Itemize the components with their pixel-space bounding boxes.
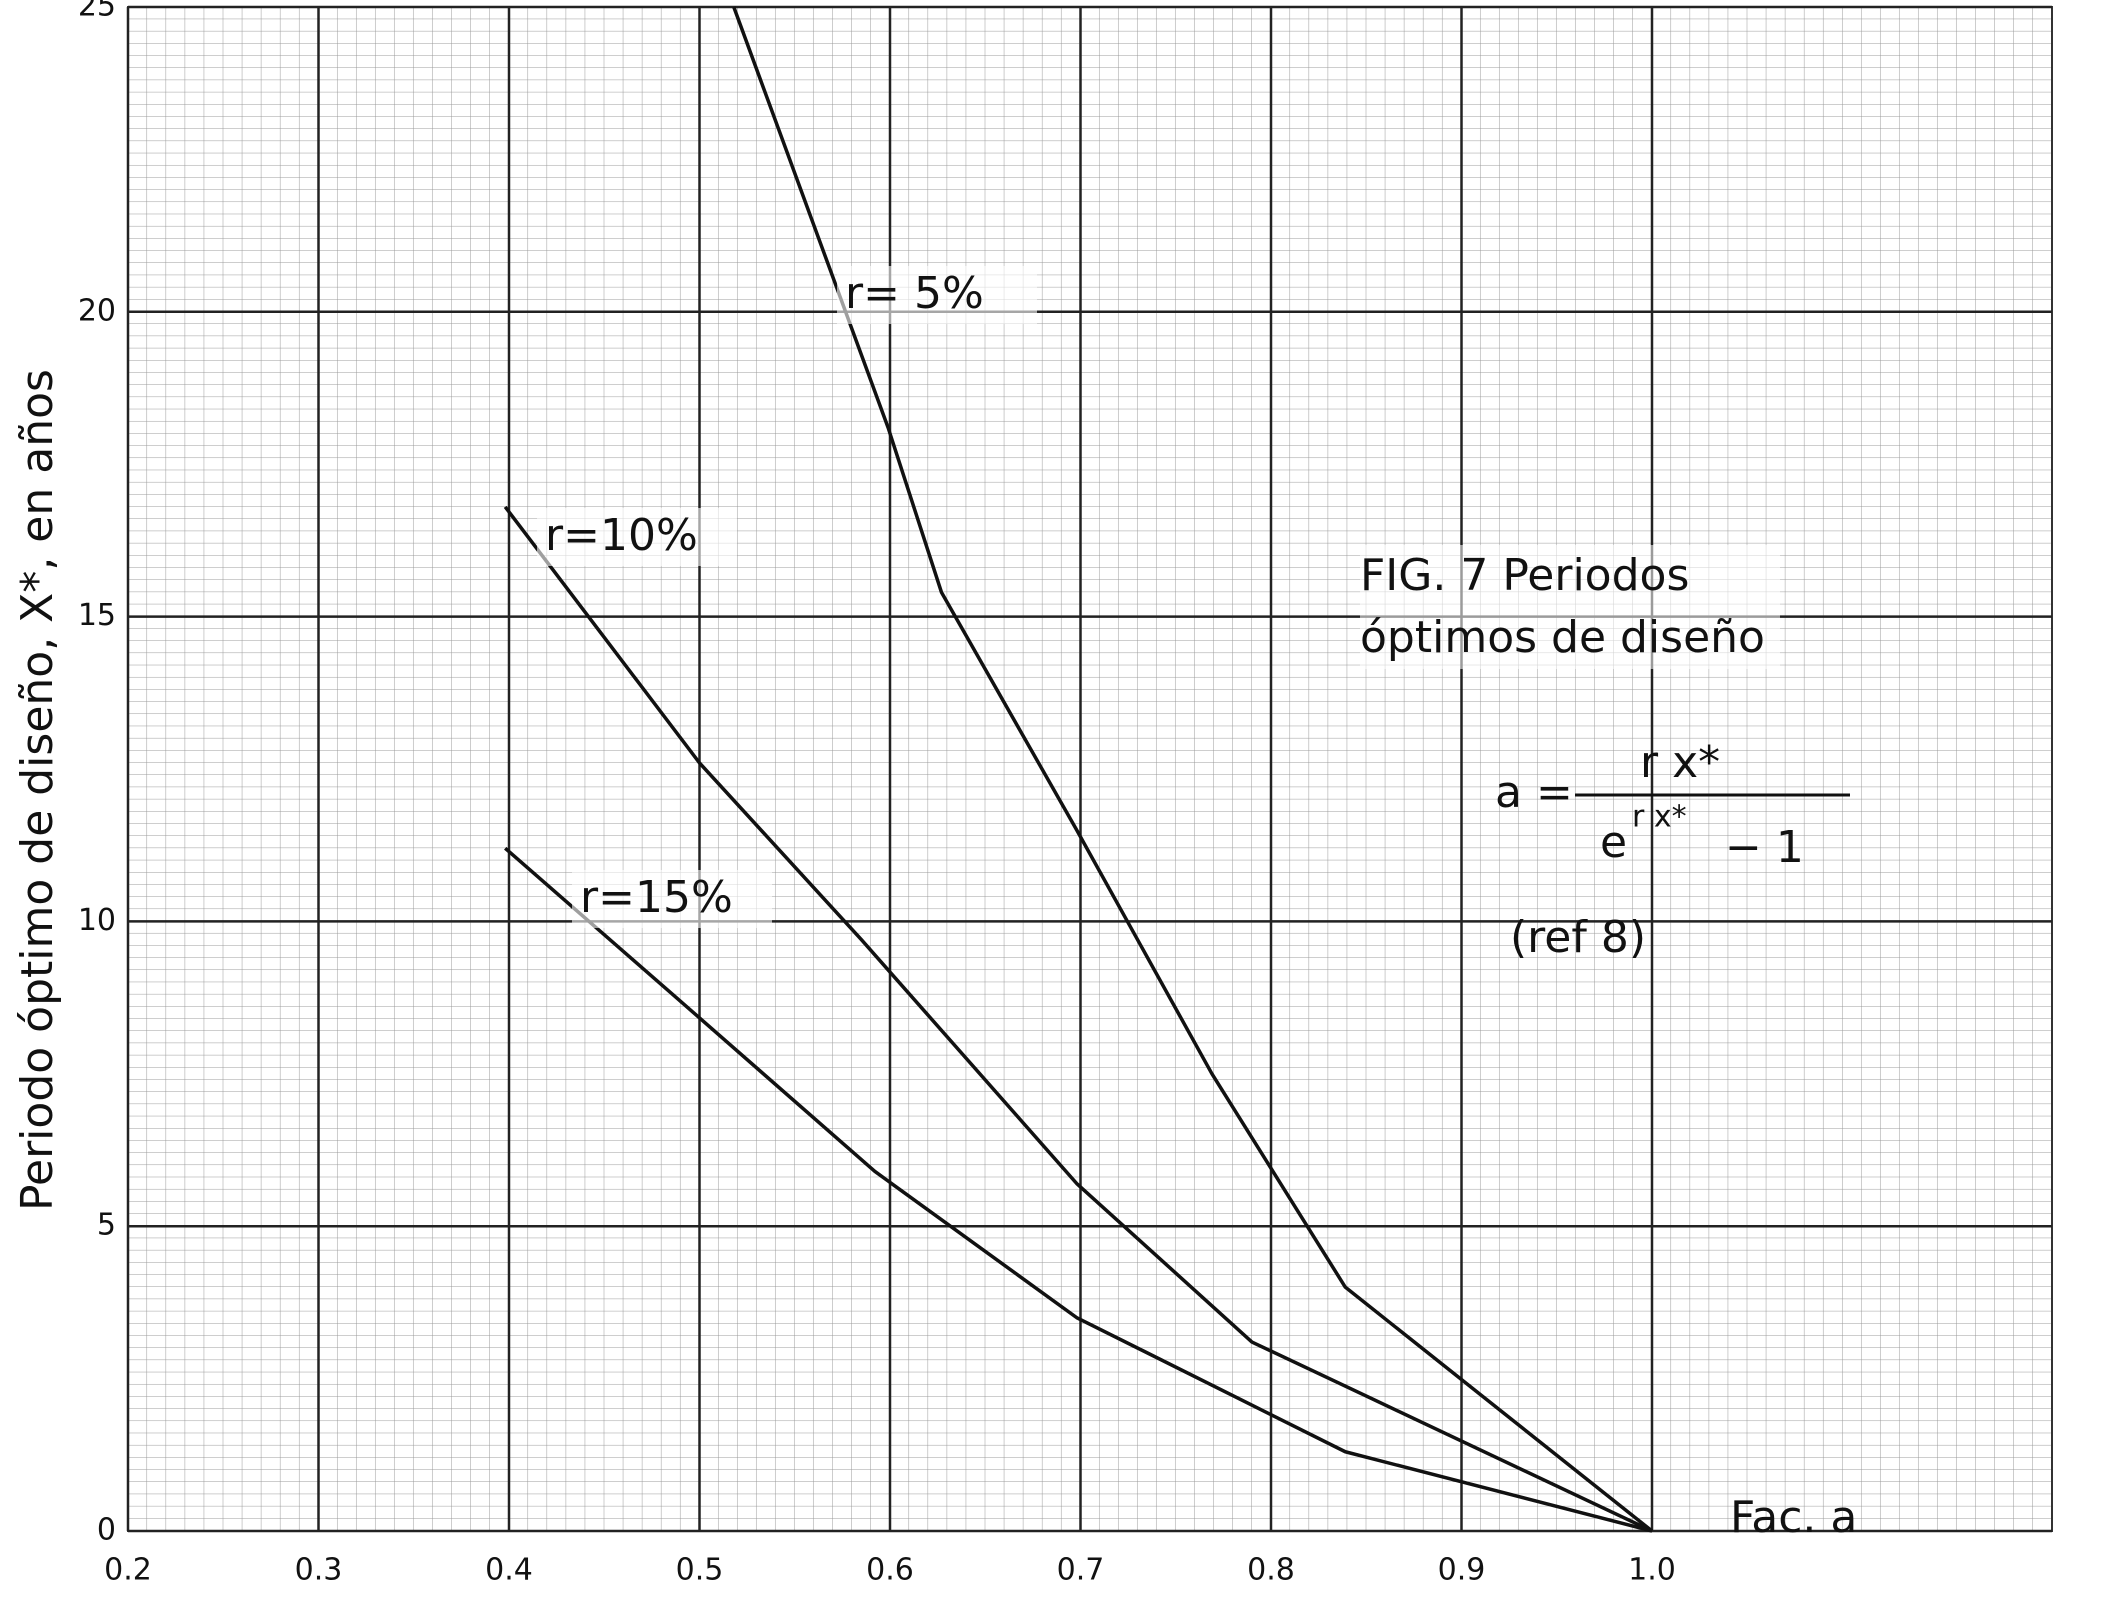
page: {"chart_data": { "type": "line", "title"… — [0, 0, 2106, 1604]
formula-numerator: r x* — [1640, 737, 1720, 788]
graph-paper — [128, 7, 2052, 1531]
curve-label: r= 5% — [845, 268, 984, 319]
x-tick-label: 0.8 — [1247, 1553, 1295, 1588]
y-tick-label: 20 — [78, 293, 116, 328]
x-tick-label: 0.6 — [866, 1553, 914, 1588]
curve-label: r=10% — [545, 510, 698, 561]
y-tick-label: 0 — [97, 1513, 116, 1548]
x-tick-label: 0.5 — [676, 1553, 724, 1588]
formula-exponent: r x* — [1632, 800, 1687, 835]
x-tick-label: 0.9 — [1438, 1553, 1486, 1588]
reference: (ref 8) — [1510, 912, 1646, 963]
x-tick-label: 0.3 — [295, 1553, 343, 1588]
y-tick-label: 10 — [78, 903, 116, 938]
y-axis-label: Periodo óptimo de diseño, X*, en años — [12, 369, 63, 1211]
x-tick-label: 0.4 — [485, 1553, 533, 1588]
formula-base: e — [1600, 817, 1627, 868]
x-axis-label: Fac. a — [1730, 1492, 1857, 1543]
formula-lhs: a = — [1495, 767, 1573, 818]
y-tick-label: 15 — [78, 598, 116, 633]
formula-tail: − 1 — [1725, 822, 1804, 873]
chart: 0 5 10 15 20 25 0.2 0.3 0.4 0.5 0.6 0.7 0.8 0.9 1.0 Pe… — [0, 0, 2106, 1604]
x-tick-label: 1.0 — [1628, 1553, 1676, 1588]
y-tick-label: 25 — [78, 0, 116, 24]
chart-title: FIG. 7 Periodos óptimos de diseño — [1360, 545, 1780, 669]
curve-label: r=15% — [580, 872, 733, 923]
x-tick-label: 0.2 — [104, 1553, 152, 1588]
x-tick-label: 0.7 — [1057, 1553, 1105, 1588]
y-tick-label: 5 — [97, 1208, 116, 1243]
